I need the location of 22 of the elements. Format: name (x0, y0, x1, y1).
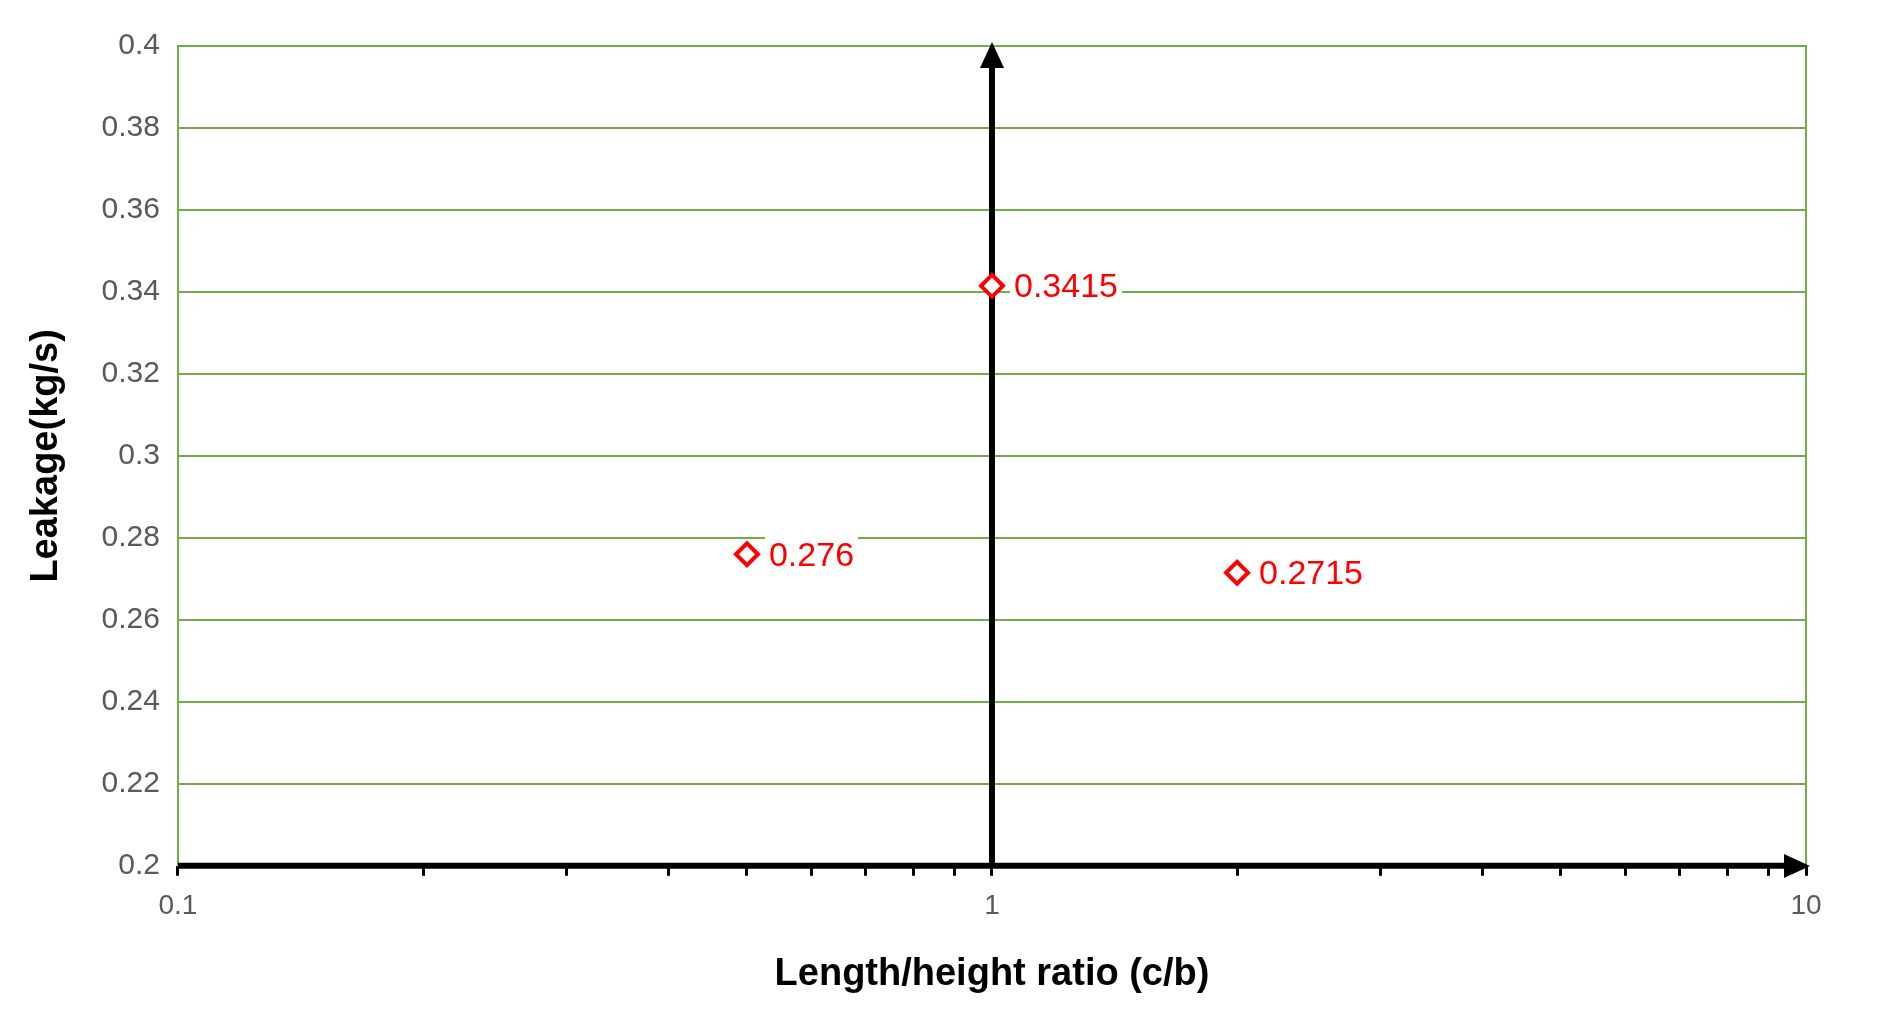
x-tick-label: 10 (1790, 889, 1822, 921)
y-tick-label: 0.34 (101, 273, 160, 307)
y-tick-label: 0.2 (118, 847, 160, 881)
y-tick-label: 0.3 (118, 437, 160, 471)
y-tick-label: 0.22 (101, 765, 160, 799)
y-tick-label: 0.32 (101, 355, 160, 389)
y-tick-label: 0.4 (118, 27, 160, 61)
y-axis-title: Leakage(kg/s) (23, 329, 66, 583)
point (978, 272, 1005, 299)
data-label: 0.2715 (1259, 553, 1364, 592)
x-axis-title: Length/height ratio (c/b) (774, 950, 1210, 993)
x-tick-label: 0.1 (158, 889, 198, 921)
data-label: 0.276 (768, 534, 855, 573)
point (1224, 559, 1251, 586)
y-tick-label: 0.26 (101, 601, 160, 635)
y-tick-label: 0.38 (101, 109, 160, 143)
point (733, 541, 760, 568)
y-tick-label: 0.36 (101, 191, 160, 225)
y-tick-label: 0.24 (101, 683, 160, 717)
x-tick-label: 1 (984, 889, 1000, 921)
y-tick-label: 0.28 (101, 519, 160, 553)
data-label: 0.3415 (1013, 266, 1118, 305)
